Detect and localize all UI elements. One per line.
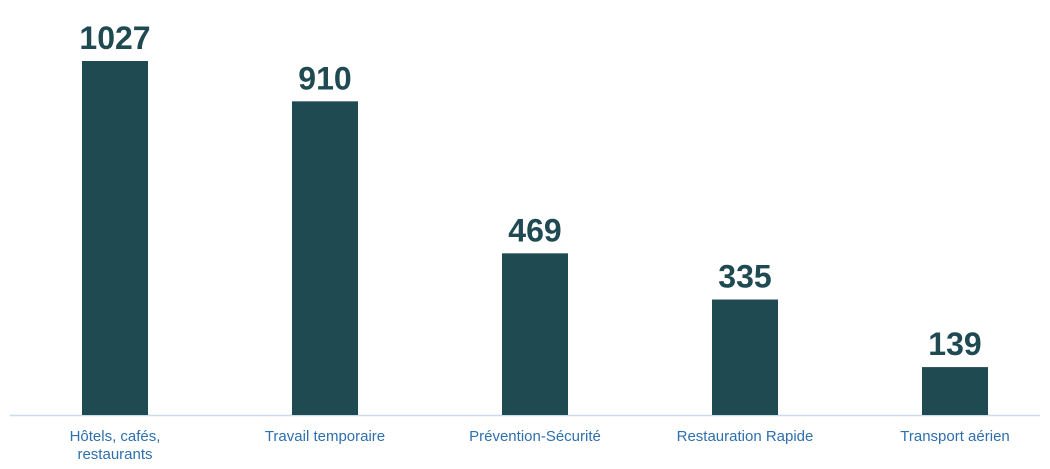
value-label: 910 bbox=[298, 60, 351, 96]
bar bbox=[292, 101, 358, 416]
category-label: Travail temporaire bbox=[264, 428, 386, 445]
value-label: 139 bbox=[928, 326, 981, 362]
category-label: Hôtels, cafés, restaurants bbox=[69, 428, 161, 463]
bar bbox=[502, 253, 568, 415]
category-label: Transport aérien bbox=[900, 428, 1010, 445]
category-label: Prévention-Sécurité bbox=[469, 428, 601, 445]
bar bbox=[712, 299, 778, 415]
bar bbox=[82, 61, 148, 415]
bar bbox=[922, 367, 988, 415]
value-label: 1027 bbox=[79, 20, 150, 56]
value-label: 335 bbox=[718, 259, 771, 295]
category-label: Restauration Rapide bbox=[676, 428, 814, 445]
value-label: 469 bbox=[508, 212, 561, 248]
